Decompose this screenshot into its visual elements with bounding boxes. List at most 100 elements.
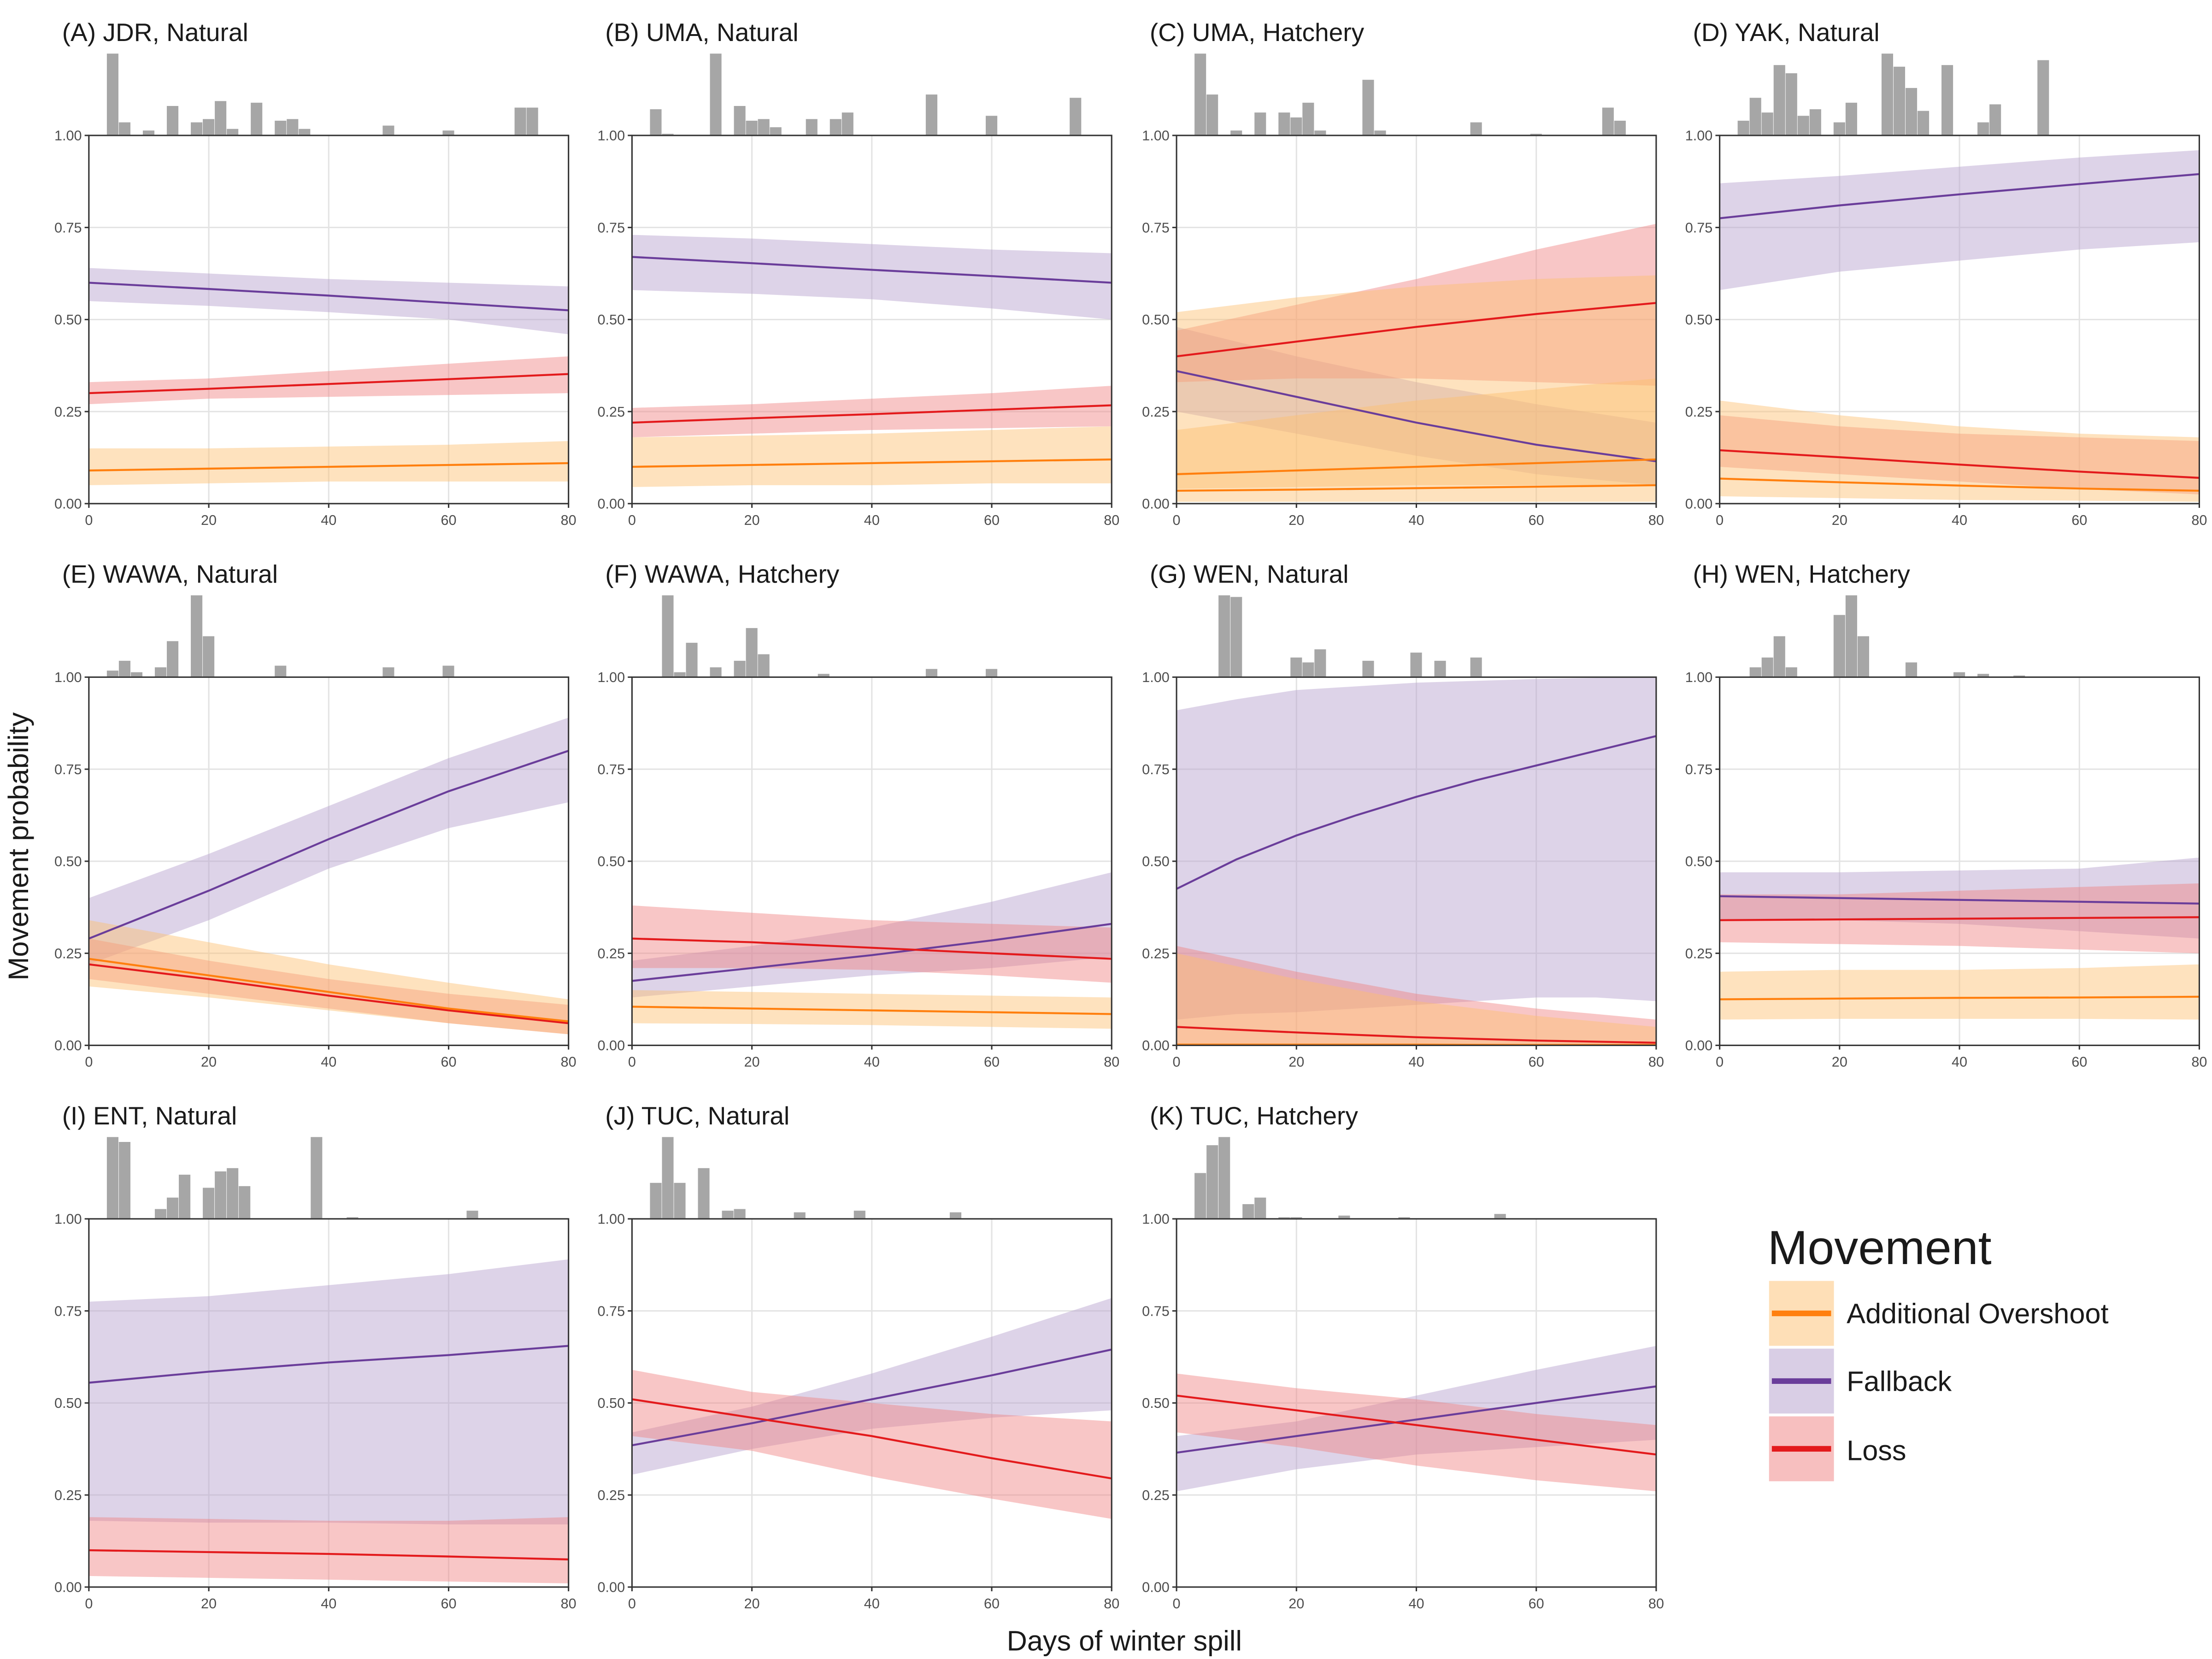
panel-b-y-tick-label: 1.00 (598, 128, 625, 144)
panel-j-histogram-bar (674, 1182, 686, 1219)
panel-f-x-tick-label: 0 (628, 1054, 636, 1070)
panel-b-y-tick-label: 0.75 (598, 220, 625, 235)
panel-b-x-tick-label: 60 (984, 512, 1000, 528)
panel-b-y-tick-label: 0.25 (598, 404, 625, 420)
panel-b-additional-overshoot-ribbon (632, 426, 1112, 487)
panel-b-histogram-bar (734, 106, 746, 135)
panel-g-y-tick-label: 1.00 (1142, 670, 1170, 685)
panel-h-y-tick-label: 0.75 (1685, 762, 1713, 777)
panel-b-histogram-bar (830, 119, 841, 135)
panel-k-y-tick-label: 0.25 (1142, 1488, 1170, 1503)
legend-label-loss: Loss (1847, 1435, 1906, 1466)
panel-h-y-tick-label: 0.00 (1685, 1038, 1713, 1053)
panel-a-y-tick-label: 0.50 (54, 312, 82, 328)
panel-f-loss-ribbon (632, 905, 1112, 983)
panel-b-loss-line (632, 404, 1112, 424)
panel-b-histogram-bar (746, 120, 758, 135)
panel-d-histogram-bar (1845, 102, 1857, 135)
panel-e-additional-overshoot-line (88, 958, 569, 1023)
panel-a-histogram-bar (251, 102, 263, 135)
panel-i-series (88, 1259, 569, 1583)
panel-g-y-tick-label: 0.00 (1142, 1038, 1170, 1053)
panel-i-histogram-bar (311, 1137, 323, 1219)
panel-d-histogram-bar (1941, 65, 1953, 135)
panel-d-histogram-bar (1773, 65, 1785, 135)
panel-a-y-tick-label: 0.25 (54, 404, 82, 420)
panel-a-y-tick-label: 0.00 (54, 496, 82, 512)
panel-e-fallback-line (88, 750, 569, 940)
panel-d-fallback-line (1719, 173, 2200, 219)
panel-c-y-tick-label: 1.00 (1142, 128, 1170, 144)
panel-f-title: (F) WAWA, Hatchery (605, 559, 840, 588)
panel-d-x-tick-label: 40 (1952, 512, 1967, 528)
panel-d-y-tick-label: 1.00 (1685, 128, 1713, 144)
panel-k-histogram-bar (1242, 1204, 1254, 1219)
panel-f-x-tick-label: 40 (864, 1054, 880, 1070)
panel-b-histogram-bar (710, 53, 722, 135)
panel-a-additional-overshoot-ribbon (88, 441, 569, 485)
panel-b-histogram-bar (925, 94, 938, 135)
legend-title: Movement (1768, 1221, 1992, 1275)
panel-f-fallback-line (632, 923, 1112, 982)
panel-i-x-tick-label: 20 (201, 1596, 217, 1612)
panel-k-y-tick-label: 1.00 (1142, 1212, 1170, 1227)
panel-e-x-tick-label: 80 (561, 1054, 577, 1070)
panel-c-histogram-bar (1530, 134, 1542, 135)
panel-d-loss-ribbon (1719, 415, 2200, 494)
panel-c-loss-line (1177, 302, 1656, 358)
panel-h-histogram-bar (1953, 672, 1965, 677)
panel-b-histogram-bar (806, 119, 818, 135)
panel-h-title: (H) WEN, Hatchery (1693, 559, 1910, 588)
panel-j-histogram-bar (853, 1211, 865, 1219)
panel-i-title: (I) ENT, Natural (62, 1101, 237, 1130)
panel-k-x-tick-label: 0 (1173, 1596, 1181, 1612)
panel-b: (B) UMA, Natural 0.00 0.25 0.50 0.75 1.00 0 20 4… (598, 18, 1120, 528)
panel-f-histogram-bar (746, 628, 758, 677)
panel-f-y-tick-label: 0.50 (598, 854, 625, 870)
panel-i-y-tick-label: 0.50 (54, 1395, 82, 1411)
legend-label-fallback: Fallback (1847, 1365, 1952, 1397)
panel-e-y-tick-label: 0.25 (54, 946, 82, 961)
panel-g-x-tick-label: 0 (1173, 1054, 1181, 1070)
panel-a-fallback-line (88, 282, 569, 312)
panel-d-histogram-bar (1881, 53, 1894, 135)
panel-h-histogram-bar (1761, 657, 1773, 677)
panel-d-additional-overshoot-ribbon (1719, 400, 2200, 502)
panel-b-x-tick-label: 20 (744, 512, 760, 528)
panel-i-fallback-ribbon (88, 1259, 569, 1525)
panel-g-histogram-bar (1290, 657, 1302, 677)
panel-a-histogram-bar (442, 130, 454, 135)
panel-k-x-tick-label: 40 (1408, 1596, 1424, 1612)
panel-f: (F) WAWA, Hatchery 0.00 0.25 0.50 0.75 1.00 0 2… (598, 559, 1120, 1070)
panel-i-histogram-bar (166, 1197, 179, 1219)
panel-f-histogram-bar (925, 669, 938, 677)
panel-c-histogram (1194, 53, 1626, 135)
panel-j-histogram-bar (650, 1182, 662, 1219)
panel-k-histogram-bar (1206, 1145, 1218, 1219)
panel-k-x-tick-label: 80 (1648, 1596, 1664, 1612)
panel-b-histogram-bar (758, 119, 770, 135)
panel-a-histogram-bar (227, 129, 239, 135)
legend: Movement Additional Overshoot Fallback L… (1768, 1221, 2108, 1482)
panel-c-series (1177, 224, 1656, 502)
panel-h-histogram-bar (1977, 674, 1989, 677)
panel-e-histogram-bar (118, 660, 131, 677)
x-axis-title: Days of winter spill (1007, 1625, 1242, 1657)
panel-g-additional-overshoot-ribbon (1177, 953, 1656, 1046)
panel-b-y-tick-label: 0.00 (598, 496, 625, 512)
panel-k-y-tick-label: 0.50 (1142, 1395, 1170, 1411)
panel-e-histogram-bar (442, 665, 454, 677)
panel-g: (G) WEN, Natural 0.00 0.25 0.50 0.75 1.00 0 20 4… (1142, 559, 1664, 1070)
panel-j-histogram (650, 1137, 962, 1219)
panel-b-histogram-bar (986, 116, 998, 135)
panel-a-fallback-ribbon (88, 268, 569, 335)
panel-g-fallback-line (1177, 735, 1656, 890)
panel-f-histogram-bar (758, 654, 770, 677)
panel-c-histogram-bar (1290, 117, 1302, 135)
panel-a-x-tick-label: 60 (441, 512, 456, 528)
panel-d-x-tick-label: 60 (2071, 512, 2087, 528)
panel-c-x-tick-label: 0 (1173, 512, 1181, 528)
panel-e-y-tick-label: 1.00 (54, 670, 82, 685)
panel-e-histogram-bar (382, 667, 394, 677)
panel-g-histogram-bar (1314, 649, 1326, 677)
